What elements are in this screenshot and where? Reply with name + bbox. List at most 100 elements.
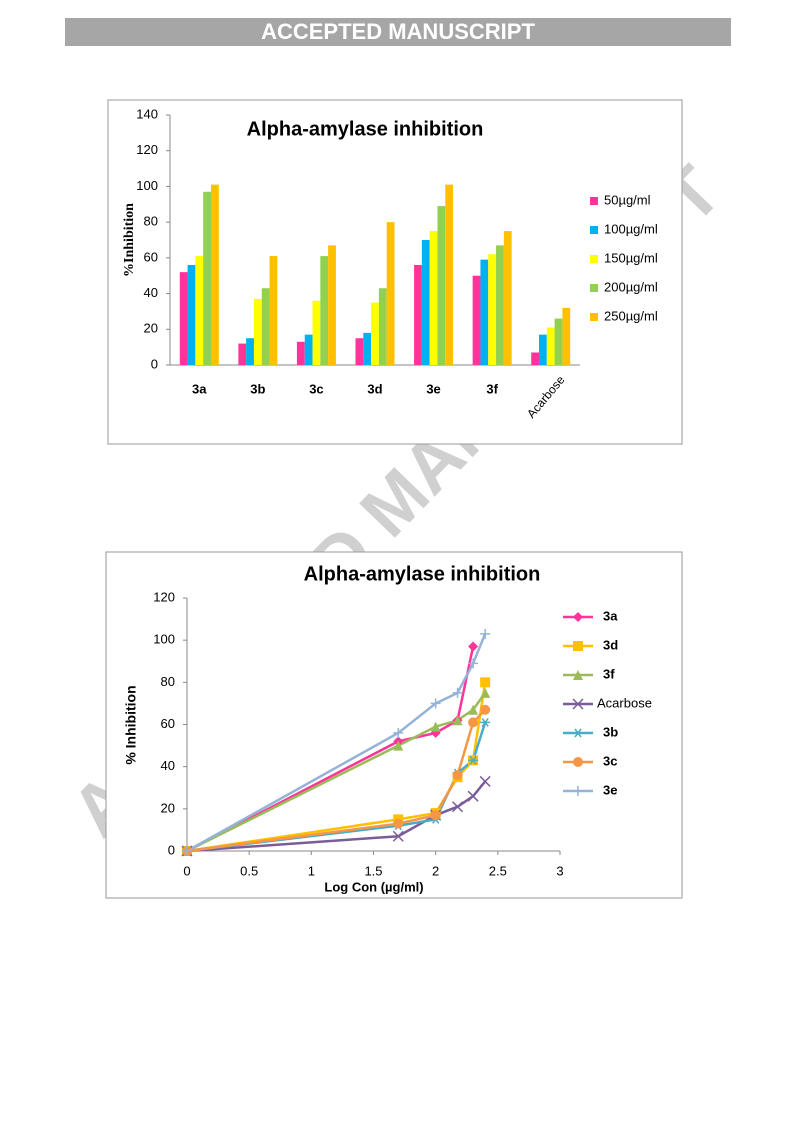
marker [468, 641, 479, 652]
x-tick-label: 3 [556, 863, 563, 878]
bar [472, 275, 481, 365]
x-tick-label: 3b [250, 381, 265, 396]
bar [546, 327, 555, 365]
bar [304, 334, 313, 365]
y-tick-label: 80 [144, 214, 158, 229]
y-tick-label: 20 [144, 321, 158, 336]
legend-marker [573, 670, 583, 680]
bar [269, 256, 278, 365]
bar [371, 302, 379, 365]
x-tick-label: 3d [367, 381, 382, 396]
y-tick-label: 0 [168, 842, 175, 857]
marker [430, 721, 441, 732]
marker [452, 801, 464, 813]
legend-marker [573, 641, 583, 651]
bar [296, 341, 305, 365]
marker [392, 830, 404, 842]
marker [430, 698, 441, 709]
header: ACCEPTED MANUSCRIPT [261, 19, 535, 44]
legend-marker [572, 698, 584, 710]
marker [393, 740, 404, 751]
bar [488, 254, 497, 365]
x-tick-label: 0.5 [240, 863, 258, 878]
marker [480, 628, 491, 639]
x-tick-label: 0 [183, 863, 190, 878]
bar [253, 298, 262, 365]
marker [468, 704, 479, 715]
x-axis-label: Log Con (µg/ml) [324, 879, 423, 894]
marker [480, 717, 491, 727]
x-tick-label: 1.5 [364, 863, 382, 878]
legend-label: 3a [603, 608, 618, 623]
bar [386, 222, 395, 365]
y-tick-label: 60 [144, 249, 158, 264]
y-tick-label: 100 [136, 178, 158, 193]
legend-marker [573, 786, 583, 796]
bar [187, 265, 196, 365]
x-tick-label: 1 [308, 863, 315, 878]
bar [195, 256, 204, 365]
legend-label: 100µg/ml [604, 221, 658, 236]
bar [445, 184, 454, 365]
y-tick-label: 20 [161, 800, 175, 815]
legend-swatch [590, 284, 598, 292]
legend-marker [573, 612, 583, 622]
bar [179, 272, 188, 365]
bar [421, 240, 430, 365]
bar [562, 307, 571, 365]
series-line [186, 633, 487, 853]
y-tick-label: 100 [153, 632, 175, 647]
legend-swatch [590, 197, 598, 205]
bar [531, 352, 540, 365]
bar [363, 332, 372, 365]
bar [414, 265, 422, 365]
y-tick-label: 40 [144, 285, 158, 300]
x-tick-label: 3e [426, 381, 440, 396]
chart-frame [105, 551, 683, 899]
bar [539, 334, 547, 365]
legend-label: 3f [603, 666, 615, 681]
bar [246, 338, 254, 365]
marker [430, 810, 441, 821]
bar [312, 300, 321, 365]
bar [437, 206, 446, 365]
legend-label: 150µg/ml [604, 250, 658, 265]
marker [182, 846, 192, 856]
marker [480, 687, 491, 698]
x-tick-label: 2 [432, 863, 439, 878]
y-tick-label: 140 [136, 106, 158, 121]
marker [393, 727, 404, 738]
bar [328, 245, 336, 365]
marker [480, 704, 491, 715]
marker [480, 677, 491, 688]
x-tick-label: 3f [486, 381, 498, 396]
y-tick-label: 80 [161, 674, 175, 689]
bar [554, 318, 563, 365]
marker [468, 658, 479, 669]
legend-label: Acarbose [597, 695, 652, 710]
bar [355, 338, 364, 365]
marker [467, 790, 479, 802]
legend-marker [573, 757, 583, 767]
marker [452, 715, 463, 726]
y-tick-label: 0 [151, 356, 158, 371]
legend-label: 3d [603, 637, 618, 652]
bar [238, 343, 247, 365]
chart-title: Alpha-amylase inhibition [304, 563, 541, 585]
legend-label: 200µg/ml [604, 279, 658, 294]
bar [378, 288, 387, 365]
bar [261, 288, 270, 365]
bar [503, 231, 512, 365]
marker [452, 687, 463, 698]
bar [210, 184, 219, 365]
legend-marker [573, 728, 583, 738]
y-tick-label: 120 [153, 589, 175, 604]
x-tick-label: 2.5 [489, 863, 507, 878]
bar [480, 259, 489, 365]
legend-label: 250µg/ml [604, 308, 658, 323]
marker [452, 770, 463, 781]
legend-label: 3e [603, 782, 617, 797]
legend-swatch [590, 226, 598, 234]
legend-label: 3c [603, 753, 617, 768]
